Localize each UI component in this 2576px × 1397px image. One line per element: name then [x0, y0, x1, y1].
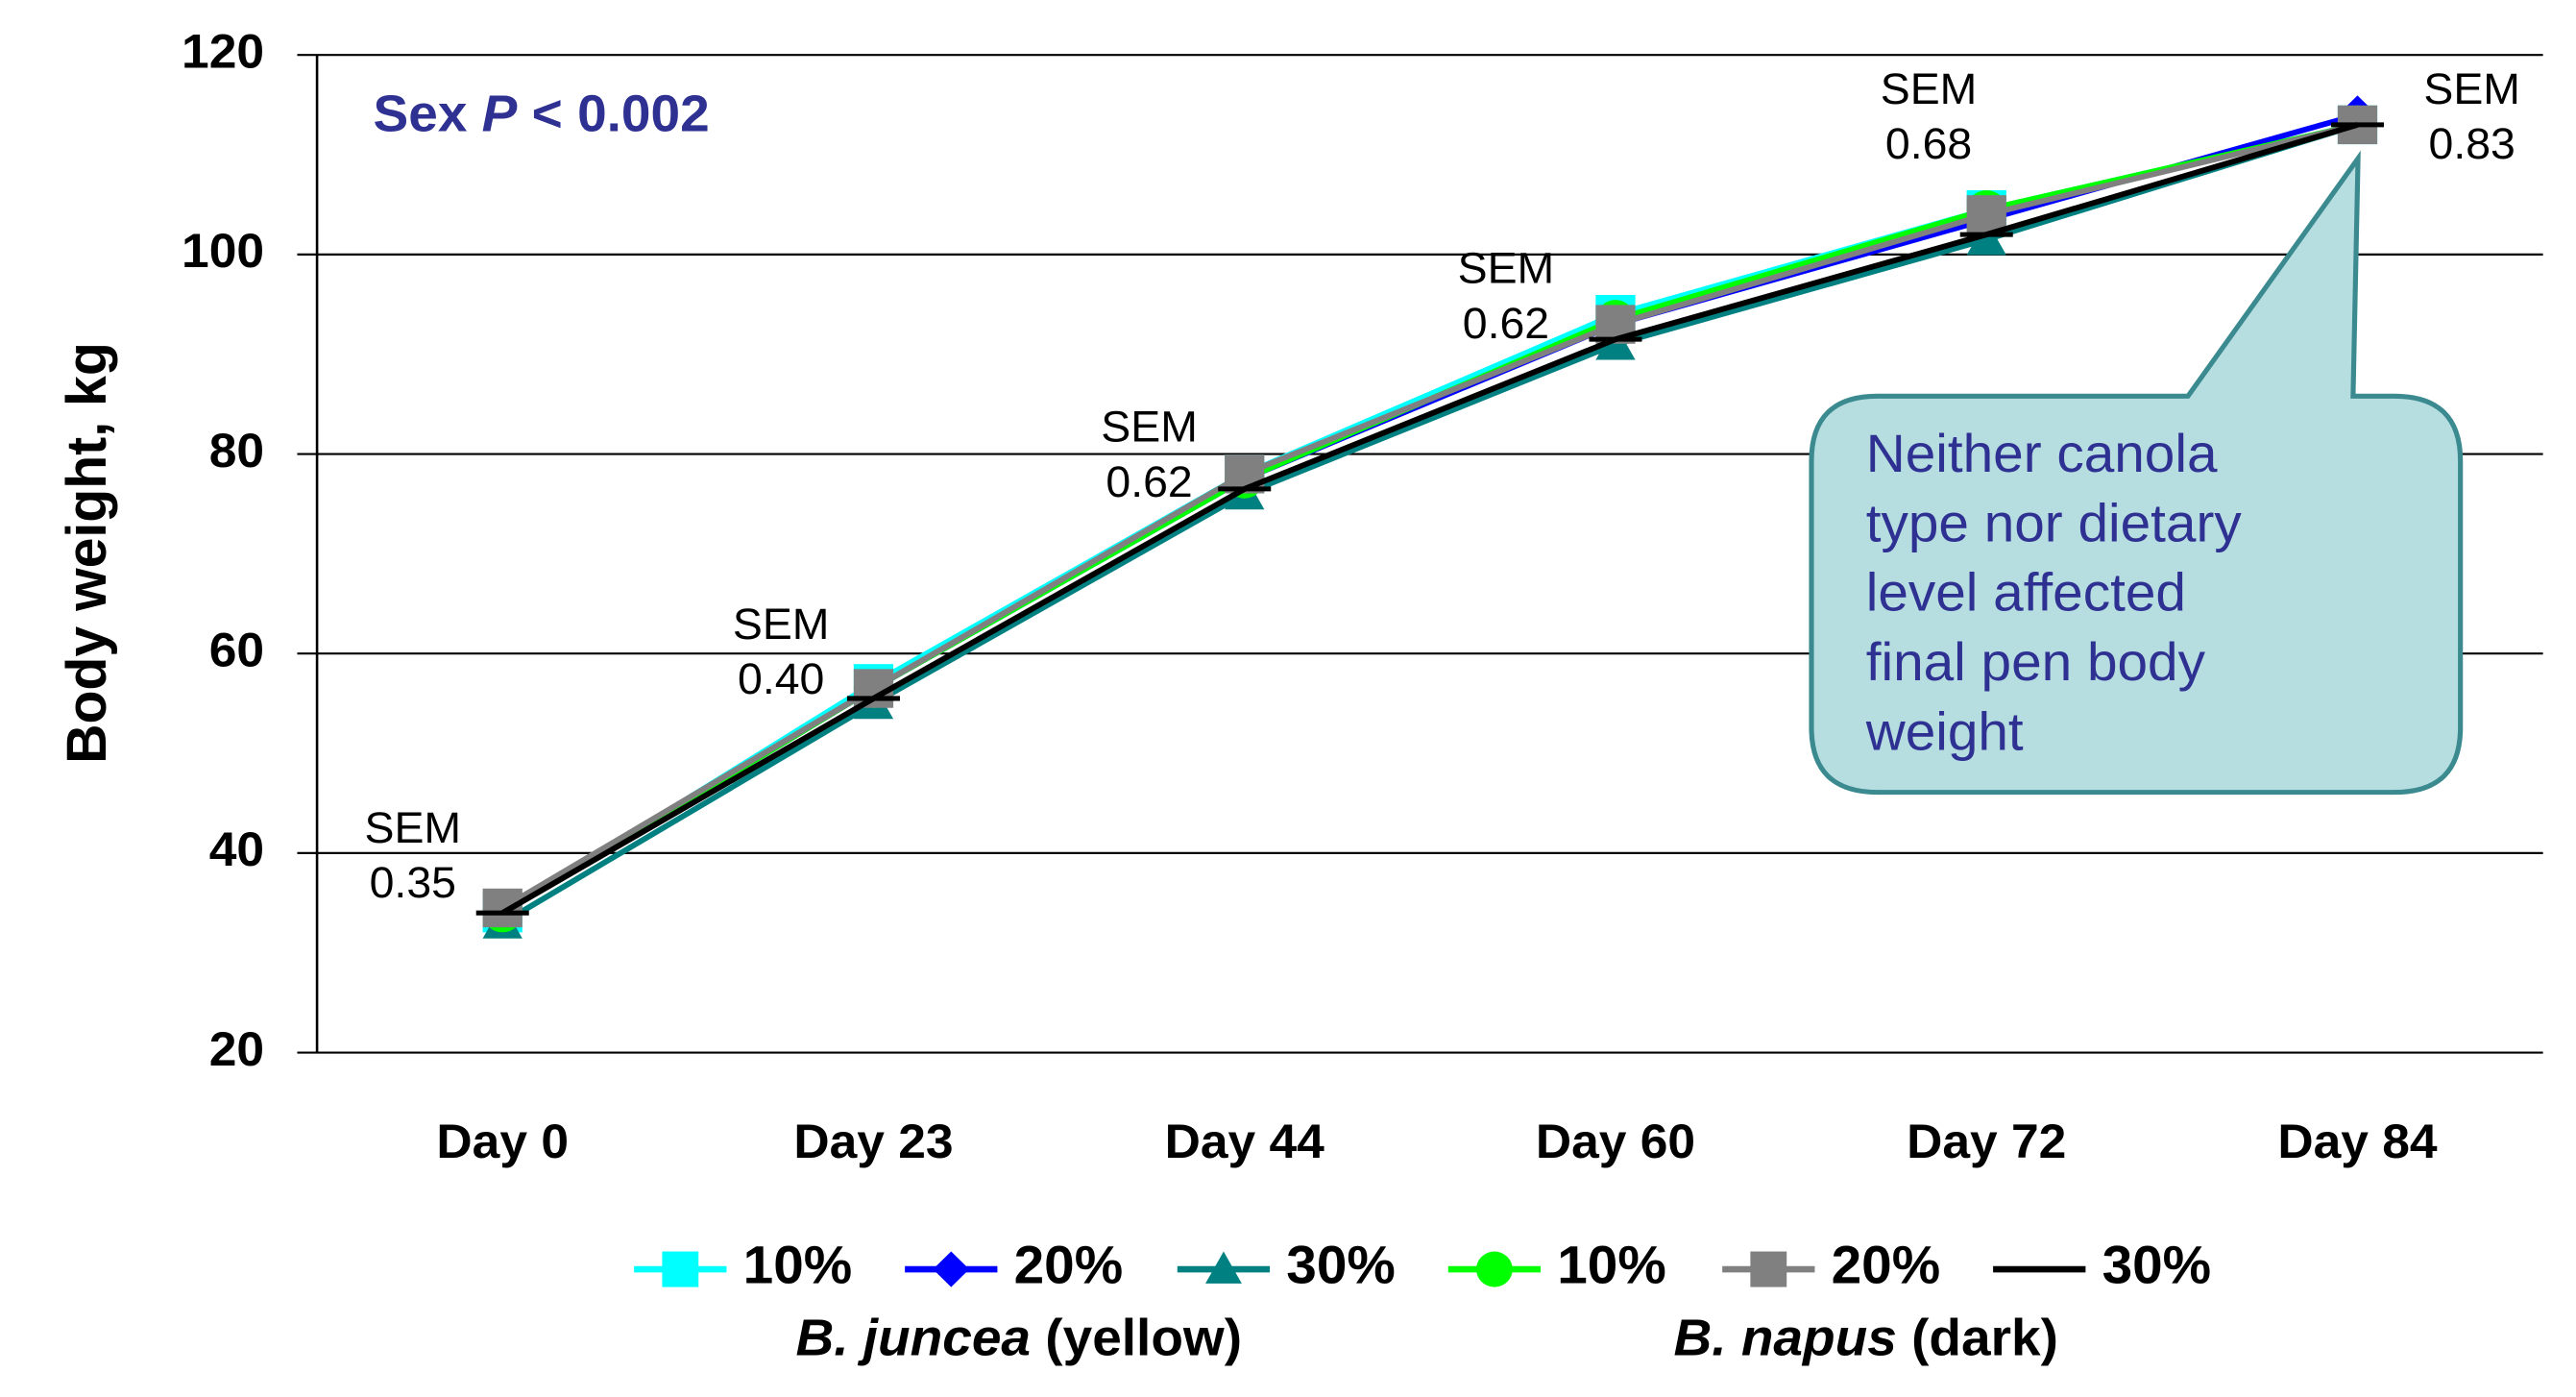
- callout-text: level affected: [1866, 562, 2186, 622]
- y-tick-label: 20: [209, 1021, 264, 1075]
- x-tick-label: Day 84: [2277, 1114, 2438, 1167]
- y-tick-label: 100: [182, 224, 264, 278]
- sem-value: 0.83: [2429, 119, 2515, 168]
- callout-text: final pen body: [1866, 632, 2205, 692]
- x-tick-label: Day 23: [793, 1114, 953, 1167]
- legend-label: 30%: [1286, 1235, 1396, 1294]
- legend-label: 30%: [2102, 1235, 2212, 1294]
- legend-group-rest: (dark): [1897, 1310, 2058, 1367]
- marker: [1966, 220, 2006, 256]
- marker: [662, 1251, 699, 1287]
- callout-text: type nor dietary: [1866, 493, 2242, 552]
- marker: [1966, 195, 2006, 234]
- sem-label: SEM: [733, 599, 830, 648]
- sex-note-prefix: Sex: [374, 86, 482, 143]
- sem-value: 0.68: [1885, 119, 1972, 168]
- y-tick-label: 120: [182, 24, 264, 78]
- series-line: [500, 122, 2359, 916]
- sem-value: 0.40: [738, 654, 824, 703]
- marker: [1750, 1251, 1787, 1287]
- sem-value: 0.62: [1106, 456, 1192, 505]
- sem-value: 0.62: [1463, 298, 1549, 347]
- callout-text: Neither canola: [1866, 423, 2219, 482]
- legend-group: B. napus (dark): [1674, 1310, 2058, 1367]
- x-tick-label: Day 72: [1907, 1114, 2066, 1167]
- legend-group-rest: (yellow): [1031, 1310, 1242, 1367]
- y-tick-label: 80: [209, 423, 264, 477]
- x-tick-label: Day 44: [1165, 1114, 1325, 1167]
- y-tick-label: 60: [209, 623, 264, 676]
- sem-label: SEM: [1881, 63, 1978, 112]
- legend-group: B. juncea (yellow): [795, 1310, 1242, 1367]
- series-line: [500, 122, 2359, 926]
- x-tick-label: Day 0: [436, 1114, 569, 1167]
- legend-group-italic: B. napus: [1674, 1310, 1897, 1367]
- legend-label: 20%: [1014, 1235, 1124, 1294]
- sem-label: SEM: [1101, 402, 1198, 451]
- sex-note-suffix: < 0.002: [517, 86, 709, 143]
- y-axis-label: Body weight, kg: [56, 342, 118, 764]
- callout-text: weight: [1865, 701, 2024, 761]
- legend-group-italic: B. juncea: [795, 1310, 1031, 1367]
- callout-box: [1809, 150, 2464, 796]
- marker: [1205, 1251, 1242, 1284]
- legend-label: 10%: [743, 1235, 853, 1294]
- sem-value: 0.35: [370, 858, 456, 907]
- marker: [933, 1251, 970, 1287]
- series-line: [500, 122, 2359, 911]
- sem-label: SEM: [1458, 243, 1555, 292]
- legend-label: 20%: [1832, 1235, 1941, 1294]
- sex-note-italic: P: [482, 86, 518, 143]
- y-tick-label: 40: [209, 822, 264, 876]
- x-tick-label: Day 60: [1536, 1114, 1695, 1167]
- sex-note: Sex P < 0.002: [374, 86, 710, 143]
- marker: [1475, 1251, 1513, 1287]
- sem-label: SEM: [2423, 63, 2520, 112]
- legend-label: 10%: [1557, 1235, 1666, 1294]
- sem-label: SEM: [365, 802, 462, 851]
